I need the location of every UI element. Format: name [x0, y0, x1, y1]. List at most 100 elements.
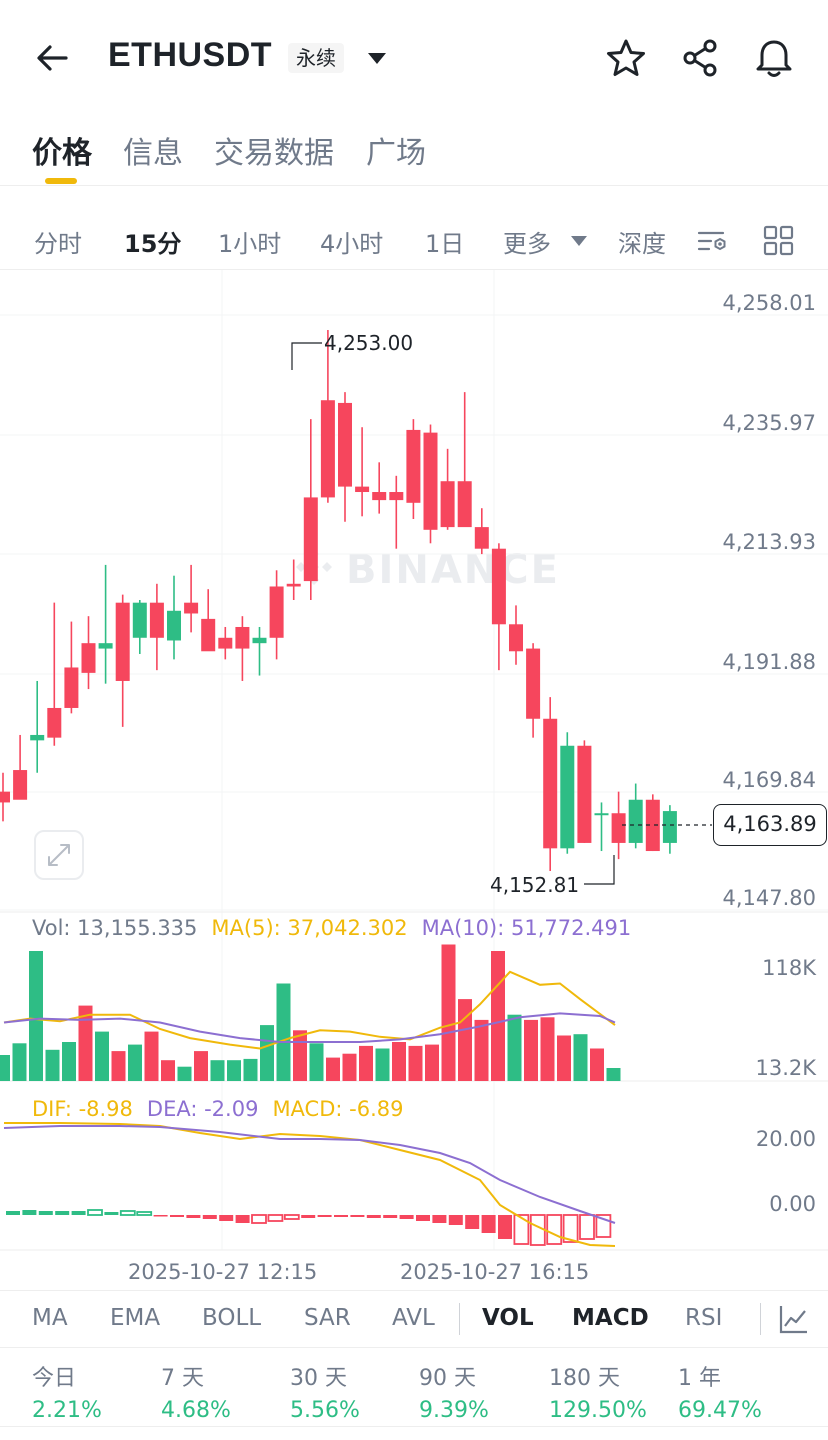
perf-value: 2.21% — [32, 1398, 102, 1423]
low-price-label: 4,152.81 — [490, 873, 579, 897]
candle-body — [0, 791, 10, 803]
tab-trading-data[interactable]: 交易数据 — [214, 136, 334, 171]
indicator-vol[interactable]: VOL — [482, 1305, 534, 1331]
macd-histogram-bar — [546, 1214, 563, 1245]
volume-ma5: MA(5): 37,042.302 — [211, 916, 408, 940]
macd-histogram-bar — [498, 1215, 512, 1239]
macd-dif: DIF: -8.98 — [32, 1097, 133, 1121]
perf-value: 69.47% — [678, 1398, 762, 1423]
indicator-settings-icon[interactable] — [778, 1303, 810, 1335]
macd-histogram-bar — [579, 1214, 595, 1240]
volume-bar — [0, 1055, 10, 1081]
volume-ma10: MA(10): 51,772.491 — [421, 916, 632, 940]
interval-1h[interactable]: 1小时 — [218, 230, 282, 258]
candle-body — [13, 770, 28, 800]
macd-histogram-bar — [513, 1214, 530, 1245]
volume-bar — [590, 1048, 604, 1081]
depth-tab[interactable]: 深度 — [618, 230, 666, 258]
candle-body — [338, 402, 352, 487]
indicator-ema[interactable]: EMA — [110, 1305, 161, 1331]
divider — [0, 1426, 828, 1427]
perf-label: 90 天 — [419, 1366, 476, 1391]
tab-info[interactable]: 信息 — [123, 136, 183, 171]
volume-bar — [458, 999, 472, 1081]
macd-histogram-bar — [119, 1210, 136, 1216]
price-chart[interactable]: 4,258.01 4,235.97 4,213.93 4,191.88 4,16… — [0, 270, 828, 1260]
candle-body — [184, 602, 199, 614]
price-axis-label: 4,213.93 — [722, 530, 816, 554]
current-price-tag[interactable]: 4,163.89 — [713, 804, 827, 846]
candle-body — [132, 602, 147, 638]
perf-30d: 30 天 5.56% — [290, 1360, 360, 1423]
indicator-ma[interactable]: MA — [32, 1305, 68, 1331]
interval-time[interactable]: 分时 — [34, 230, 82, 258]
volume-bar — [441, 944, 456, 1081]
tab-price[interactable]: 价格 — [32, 136, 92, 171]
perf-label: 180 天 — [549, 1366, 620, 1391]
back-arrow-icon[interactable] — [30, 36, 74, 80]
volume-bar — [326, 1057, 340, 1081]
indicator-boll[interactable]: BOLL — [202, 1305, 262, 1331]
price-axis-label: 4,235.97 — [722, 411, 816, 435]
candle-body — [64, 667, 79, 708]
candle-body — [457, 481, 472, 528]
candle-body — [303, 497, 318, 582]
interval-more[interactable]: 更多 — [503, 230, 551, 258]
macd-histogram-bar — [334, 1215, 348, 1217]
tab-square[interactable]: 广场 — [366, 136, 426, 171]
candle-body — [269, 586, 284, 638]
volume-bar — [293, 1030, 307, 1081]
fullscreen-button[interactable] — [34, 830, 84, 880]
macd-axis-label: 0.00 — [769, 1192, 816, 1216]
price-axis-label: 4,169.84 — [722, 768, 816, 792]
indicator-avl[interactable]: AVL — [392, 1305, 435, 1331]
low-marker-line — [584, 855, 615, 885]
macd-histogram-bar — [465, 1215, 480, 1229]
indicator-rsi[interactable]: RSI — [685, 1305, 723, 1331]
expand-icon — [48, 844, 70, 866]
indicator-macd[interactable]: MACD — [572, 1305, 649, 1331]
interval-4h[interactable]: 4小时 — [320, 230, 384, 258]
macd-histogram-bar — [399, 1215, 414, 1219]
symbol-title[interactable]: ETHUSDT — [108, 36, 273, 74]
bell-icon[interactable] — [752, 36, 796, 80]
volume-bar — [29, 951, 43, 1081]
volume-bar — [227, 1060, 241, 1081]
perf-value: 9.39% — [419, 1398, 489, 1423]
macd-histogram-bar — [235, 1215, 250, 1223]
price-axis-label: 4,258.01 — [722, 291, 816, 315]
interval-15m[interactable]: 15分 — [124, 230, 182, 258]
watermark-text: BINANCE — [346, 547, 560, 593]
volume-bar — [557, 1035, 571, 1081]
candle-body — [320, 400, 335, 498]
candle-body — [474, 527, 489, 549]
volume-axis-label: 13.2K — [755, 1056, 817, 1080]
indicator-sar[interactable]: SAR — [304, 1305, 351, 1331]
candle-body — [628, 799, 643, 843]
candle-body — [98, 643, 113, 649]
perf-label: 1 年 — [678, 1366, 721, 1391]
macd-histogram-bar — [562, 1214, 579, 1243]
interval-bar: 分时 15分 1小时 4小时 1日 更多 深度 — [0, 210, 828, 270]
volume-bar — [392, 1042, 406, 1081]
chart-settings-icon[interactable] — [696, 224, 730, 258]
more-caret-icon[interactable] — [569, 234, 589, 248]
grid-layout-icon[interactable] — [762, 224, 796, 258]
macd-histogram-bar — [186, 1215, 201, 1218]
share-icon[interactable] — [679, 36, 723, 80]
star-icon[interactable] — [604, 36, 648, 80]
volume-bar — [95, 1031, 109, 1081]
performance-row: 今日 2.21% 7 天 4.68% 30 天 5.56% 90 天 9.39%… — [0, 1360, 828, 1430]
candle-body — [577, 745, 592, 843]
perf-value: 4.68% — [161, 1398, 231, 1423]
interval-1d[interactable]: 1日 — [425, 230, 465, 258]
perf-label: 30 天 — [290, 1366, 347, 1391]
candle-body — [645, 799, 660, 852]
volume-bar — [540, 1017, 555, 1081]
volume-bar — [507, 1014, 522, 1081]
macd-histogram-bar — [153, 1215, 168, 1217]
macd-histogram-bar — [104, 1212, 119, 1215]
caret-down-icon[interactable] — [364, 48, 390, 68]
macd-histogram-bar — [219, 1215, 234, 1221]
volume-bar — [573, 1034, 588, 1081]
